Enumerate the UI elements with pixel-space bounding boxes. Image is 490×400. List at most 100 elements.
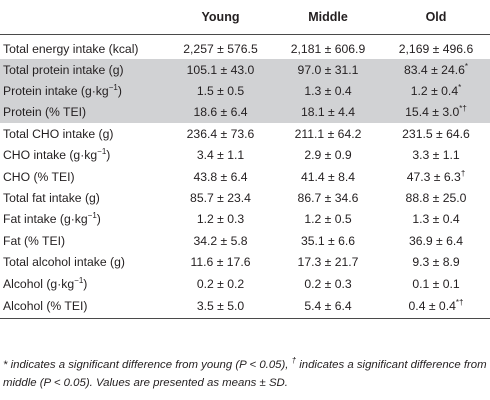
cell-old-value: 9.3 ± 8.9 (412, 255, 460, 270)
cell-middle-value: 97.0 ± 31.1 (297, 62, 359, 77)
cell-young: 3.5 ± 5.0 (167, 294, 274, 320)
table-row: Fat intake (g·kg−1) 1.2 ± 0.3 1.2 ± 0.5 1.3… (0, 209, 490, 230)
cell-middle-value: 35.1 ± 6.6 (300, 233, 356, 248)
row-label: Protein (% TEI) (0, 101, 167, 124)
header-middle: Middle (274, 0, 382, 35)
header-row: Young Middle Old (0, 0, 490, 35)
row-label-text: Alcohol (g·kg (3, 276, 75, 291)
cell-middle: 97.0 ± 31.1 (274, 59, 382, 81)
cell-young-value: 3.5 ± 5.0 (196, 299, 245, 314)
cell-middle-value: 2.9 ± 0.9 (304, 148, 352, 163)
cell-middle: 18.1 ± 4.4 (274, 101, 382, 124)
table-row: Total energy intake (kcal) 2,257 ± 576.5 2… (0, 35, 490, 60)
table-row: Total CHO intake (g) 236.4 ± 73.6 211.1 ± … (0, 123, 490, 144)
cell-old-value: 36.9 ± 6.4 (408, 233, 464, 248)
cell-old: 0.4 ± 0.4*† (382, 294, 490, 320)
cell-old-value: 0.4 ± 0.4 (408, 299, 456, 314)
cell-old-value: 15.4 ± 3.0 (405, 105, 460, 120)
row-label-text: Total fat intake (g) (3, 191, 100, 206)
cell-young-value: 1.5 ± 0.5 (196, 84, 245, 99)
table-row: Protein (% TEI) 18.6 ± 6.4 18.1 ± 4.4 15.4 … (0, 101, 490, 124)
cell-old-value: 1.3 ± 0.4 (412, 212, 460, 227)
cell-young: 0.2 ± 0.2 (167, 273, 274, 294)
header-label-column (0, 0, 167, 35)
row-label: Total energy intake (kcal) (0, 35, 167, 60)
cell-young: 1.2 ± 0.3 (167, 209, 274, 230)
cell-middle-value: 1.3 ± 0.4 (304, 84, 352, 99)
row-label-text: Total alcohol intake (g) (3, 255, 125, 270)
footnote-part1: * indicates a significant difference fro… (3, 359, 292, 371)
cell-middle: 2.9 ± 0.9 (274, 145, 382, 166)
row-label-tail: ) (83, 276, 88, 291)
row-label-text: Protein (% TEI) (3, 105, 87, 120)
cell-old-value: 1.2 ± 0.4 (410, 84, 459, 99)
row-label-tail: ) (117, 84, 122, 99)
cell-old-value: 47.3 ± 6.3 (406, 169, 461, 184)
cell-young: 105.1 ± 43.0 (167, 59, 274, 81)
cell-old: 0.1 ± 0.1 (382, 273, 490, 294)
cell-old: 2,169 ± 496.6 (382, 35, 490, 60)
footnote-dagger: † (291, 356, 297, 366)
row-label: CHO intake (g·kg−1) (0, 145, 167, 166)
row-label: Total alcohol intake (g) (0, 252, 167, 273)
cell-young-value: 43.8 ± 6.4 (193, 169, 248, 184)
cell-middle-value: 2,181 ± 606.9 (290, 41, 366, 56)
table-row: Alcohol (% TEI) 3.5 ± 5.0 5.4 ± 6.4 0.4 ± 0… (0, 294, 490, 320)
cell-middle: 86.7 ± 34.6 (274, 187, 382, 208)
table-row: Total protein intake (g) 105.1 ± 43.0 97.0… (0, 59, 490, 81)
cell-young: 2,257 ± 576.5 (167, 35, 274, 60)
row-label-text: Total energy intake (kcal) (3, 41, 139, 56)
cell-middle-value: 1.2 ± 0.5 (304, 212, 352, 227)
table-footnote: * indicates a significant difference fro… (3, 356, 488, 392)
cell-old-value: 88.8 ± 25.0 (405, 191, 467, 206)
significance-mark: † (460, 168, 466, 178)
cell-young: 1.5 ± 0.5 (167, 80, 274, 102)
table-row: CHO intake (g·kg−1) 3.4 ± 1.1 2.9 ± 0.9 3.3… (0, 145, 490, 166)
cell-middle-value: 17.3 ± 21.7 (297, 255, 359, 270)
table-header: Young Middle Old (0, 0, 490, 35)
cell-middle: 2,181 ± 606.9 (274, 35, 382, 60)
row-label-superscript: −1 (87, 211, 97, 221)
cell-old: 36.9 ± 6.4 (382, 230, 490, 251)
cell-young-value: 85.7 ± 23.4 (190, 191, 251, 206)
row-label: Total CHO intake (g) (0, 123, 167, 144)
cell-middle: 211.1 ± 64.2 (274, 123, 382, 144)
cell-old-value: 2,169 ± 496.6 (398, 41, 474, 56)
header-old: Old (382, 0, 490, 35)
cell-old: 9.3 ± 8.9 (382, 252, 490, 273)
footnote-part2: indicates a significant difference from … (3, 359, 487, 389)
cell-middle: 1.3 ± 0.4 (274, 80, 382, 102)
cell-middle-value: 86.7 ± 34.6 (297, 191, 359, 206)
cell-young-value: 1.2 ± 0.3 (196, 212, 245, 227)
cell-old-value: 231.5 ± 64.6 (402, 126, 470, 141)
cell-old: 1.2 ± 0.4* (382, 80, 490, 102)
row-label: Total fat intake (g) (0, 187, 167, 208)
table-row: CHO (% TEI) 43.8 ± 6.4 41.4 ± 8.4 47.3 ± 6.… (0, 166, 490, 187)
row-label-superscript: −1 (108, 83, 118, 93)
significance-mark: * (464, 61, 469, 71)
row-label-tail: ) (106, 148, 111, 163)
row-label-text: Fat (% TEI) (3, 233, 66, 248)
nutrient-intake-table-container: Young Middle Old Total energy intake (kc… (0, 0, 490, 320)
table-row: Fat (% TEI) 34.2 ± 5.8 35.1 ± 6.6 36.9 ± 6.… (0, 230, 490, 251)
cell-middle-value: 18.1 ± 4.4 (300, 105, 356, 120)
cell-old: 231.5 ± 64.6 (382, 123, 490, 144)
row-label-text: Fat intake (g·kg (3, 212, 88, 227)
cell-young: 43.8 ± 6.4 (167, 166, 274, 187)
cell-young-value: 34.2 ± 5.8 (193, 233, 248, 248)
cell-middle-value: 0.2 ± 0.3 (304, 276, 352, 291)
cell-old: 1.3 ± 0.4 (382, 209, 490, 230)
cell-young-value: 236.4 ± 73.6 (186, 126, 255, 141)
cell-young: 34.2 ± 5.8 (167, 230, 274, 251)
cell-middle: 1.2 ± 0.5 (274, 209, 382, 230)
cell-young: 18.6 ± 6.4 (167, 101, 274, 124)
row-label: Fat (% TEI) (0, 230, 167, 251)
row-label-text: CHO intake (g·kg (3, 148, 98, 163)
row-label: Total protein intake (g) (0, 59, 167, 81)
cell-middle: 17.3 ± 21.7 (274, 252, 382, 273)
row-label-text: Alcohol (% TEI) (3, 299, 88, 314)
row-label-text: CHO (% TEI) (3, 169, 75, 184)
table-row: Protein intake (g·kg−1) 1.5 ± 0.5 1.3 ± 0.… (0, 80, 490, 102)
cell-middle-value: 5.4 ± 6.4 (304, 299, 352, 314)
cell-old: 47.3 ± 6.3† (382, 166, 490, 187)
